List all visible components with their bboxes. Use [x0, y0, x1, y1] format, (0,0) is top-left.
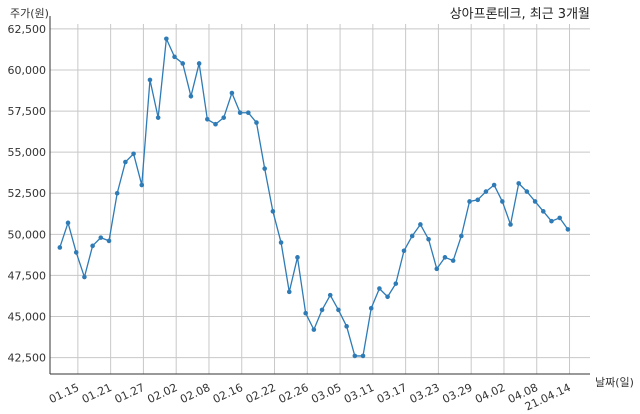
data-point [90, 243, 95, 249]
y-axis-title: 주가(원) [10, 7, 49, 20]
x-tick-label: 03.17 [375, 381, 409, 406]
x-axis-title: 날짜(일) [595, 375, 634, 389]
data-point [270, 209, 276, 214]
data-point [188, 94, 194, 99]
x-tick-label: 02.26 [277, 381, 311, 406]
data-point [286, 289, 292, 295]
data-point [196, 61, 202, 66]
data-point [549, 218, 554, 224]
data-point [237, 110, 243, 116]
data-point [450, 258, 456, 263]
data-point [311, 327, 317, 332]
data-point [516, 181, 522, 186]
data-point [229, 90, 235, 96]
data-point [319, 307, 325, 313]
grid-layer [50, 24, 590, 374]
data-point [155, 115, 161, 120]
y-tick-label: 60,000 [8, 64, 47, 77]
data-point [114, 190, 120, 196]
data-point [532, 199, 538, 204]
data-point [385, 294, 390, 300]
x-tick-label: 01.15 [47, 381, 81, 406]
x-tick-label: 03.05 [309, 381, 343, 406]
y-tick-label: 52,500 [8, 187, 47, 200]
axis-layer [49, 16, 590, 375]
data-point [295, 255, 300, 260]
y-tick-label: 42,500 [8, 352, 47, 365]
data-point [180, 61, 186, 66]
y-tick-label: 50,000 [8, 228, 47, 241]
data-point [123, 159, 128, 165]
label-layer: 42,500 45,000 47,500 50,000 52,500 55,000 57,5… [8, 23, 573, 413]
x-tick-label: 02.16 [211, 381, 245, 406]
y-tick-label: 62,500 [8, 23, 47, 36]
data-point [65, 220, 71, 226]
data-point [500, 199, 505, 204]
data-point [303, 310, 308, 316]
data-point [565, 227, 571, 232]
series-line [59, 38, 569, 357]
x-tick-label: 01.27 [113, 381, 147, 406]
data-point [377, 286, 382, 291]
data-point [418, 222, 423, 227]
data-point [172, 54, 177, 60]
data-point [557, 215, 562, 221]
data-point [344, 324, 349, 329]
data-point [352, 353, 358, 359]
line-layer [59, 38, 569, 357]
chart-title: 상아프론테크, 최근 3개월 [450, 7, 590, 22]
x-tick-label: 03.29 [440, 381, 474, 406]
data-point [278, 240, 284, 245]
data-point [401, 248, 407, 254]
data-point [82, 274, 87, 280]
data-point [147, 77, 153, 83]
x-tick-label: 02.02 [145, 381, 179, 406]
data-point [524, 189, 530, 194]
data-point [434, 266, 440, 272]
data-point [483, 189, 489, 194]
data-point [106, 238, 112, 244]
x-tick-label: 02.08 [178, 381, 212, 406]
data-point [393, 281, 399, 286]
data-point [426, 236, 431, 242]
data-point [368, 305, 374, 311]
data-point [73, 250, 79, 255]
x-tick-label: 03.23 [408, 381, 442, 406]
data-point [246, 110, 251, 116]
data-point [262, 166, 267, 171]
data-point [540, 209, 546, 214]
data-point [336, 307, 341, 313]
y-tick-label: 47,500 [8, 269, 47, 282]
data-point [98, 235, 104, 240]
x-tick-label: 02.22 [244, 381, 278, 406]
data-point [467, 199, 472, 204]
point-layer [57, 36, 571, 359]
data-point [139, 182, 145, 188]
data-point [327, 292, 333, 298]
data-point [360, 353, 366, 359]
y-tick-label: 57,500 [8, 105, 47, 118]
data-point [442, 255, 448, 260]
data-point [131, 151, 136, 157]
data-point [508, 222, 513, 227]
data-point [491, 182, 497, 188]
x-tick-label: 01.21 [80, 381, 114, 406]
data-point [57, 245, 63, 250]
data-point [254, 120, 259, 125]
data-point [205, 117, 210, 122]
data-point [475, 197, 481, 203]
x-tick-label: 03.11 [342, 381, 376, 406]
data-point [221, 115, 227, 120]
data-point [164, 36, 169, 42]
y-tick-label: 45,000 [8, 310, 47, 323]
data-point [409, 233, 415, 239]
x-tick-label: 04.02 [473, 381, 507, 406]
data-point [459, 233, 464, 239]
data-point [213, 121, 218, 127]
y-tick-label: 55,000 [8, 146, 47, 159]
